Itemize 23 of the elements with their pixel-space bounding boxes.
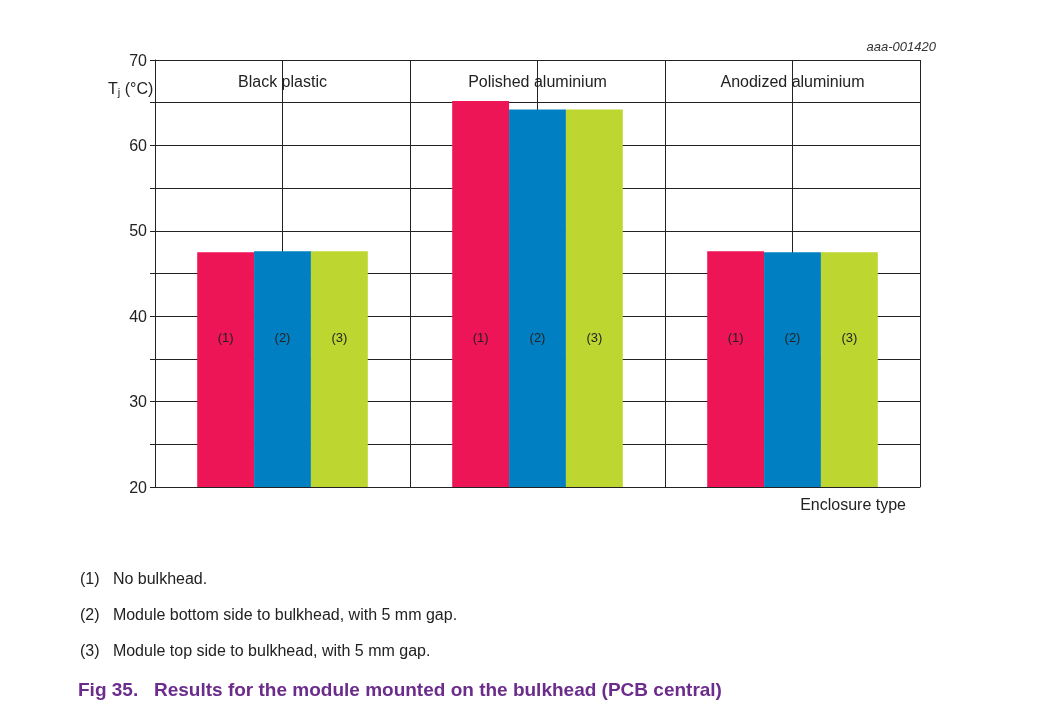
y-tick-label: 40: [129, 307, 148, 325]
text: (1): [472, 330, 489, 345]
text: (3) Module top side to bulkhead, with 5 mm gap.: [80, 641, 431, 659]
text: (1): [727, 330, 744, 345]
text: (3): [586, 330, 603, 345]
y-tick-label: 70: [129, 51, 148, 69]
text: Fig 35. Results for the module mounted on the bulkhead (PCB central): [78, 679, 722, 700]
x-tick-label: Anodized aluminium: [720, 72, 865, 90]
x-axis-title: Enclosure type: [800, 495, 907, 513]
text: (2) Module bottom side to bulkhead, with 5 mm gap.: [80, 605, 458, 623]
y-tick-label: 50: [129, 222, 148, 240]
text: (2): [274, 330, 291, 345]
y-tick-label: 30: [129, 393, 148, 411]
text: (1) No bulkhead.: [80, 569, 208, 587]
series-label: (2): [529, 330, 546, 345]
series-label: (1): [217, 330, 234, 345]
x-tick-label: Black plastic: [238, 72, 327, 90]
series-label: (3): [331, 330, 348, 345]
text: (3): [841, 330, 858, 345]
y-tick-label: 20: [129, 478, 148, 496]
text: (2): [784, 330, 801, 345]
y-tick-label: 60: [129, 136, 148, 154]
text: aaa-001420: [866, 39, 937, 54]
